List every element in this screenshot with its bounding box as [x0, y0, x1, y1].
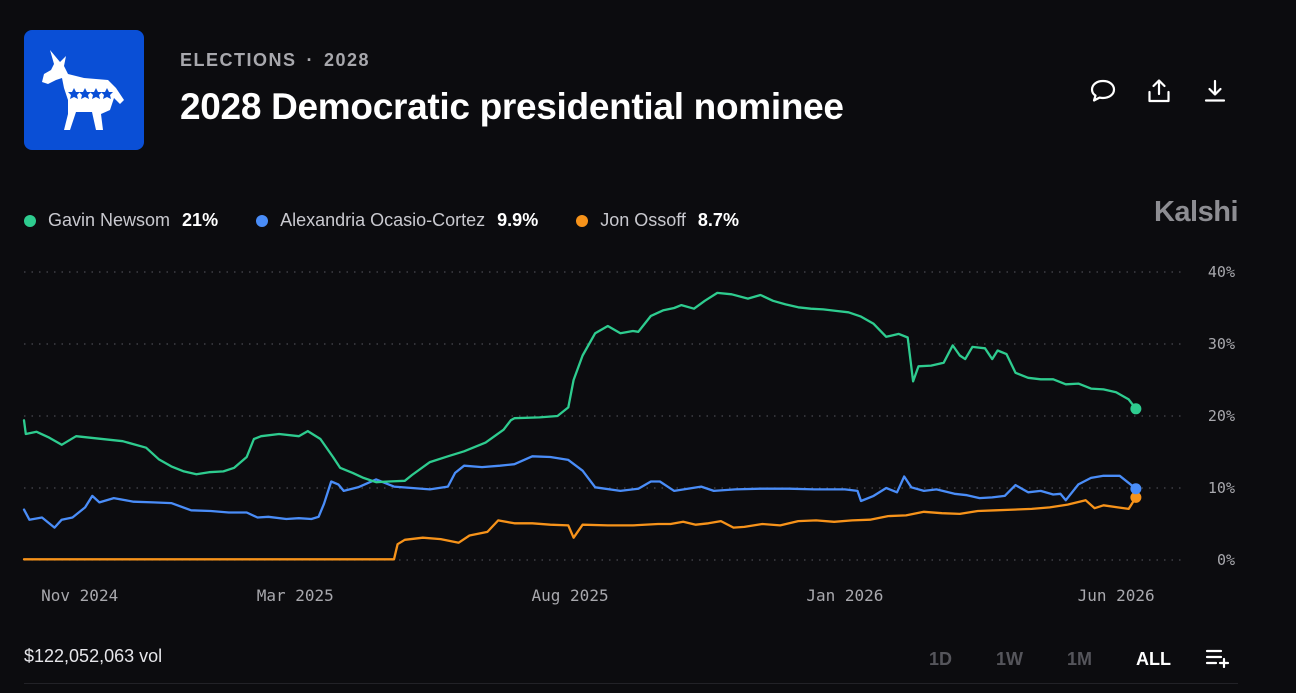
breadcrumb: ELECTIONS · 2028 [180, 50, 370, 71]
legend-item-ocasio-cortez[interactable]: Alexandria Ocasio-Cortez 9.9% [256, 210, 538, 231]
header-actions [1088, 76, 1230, 106]
range-1w-button[interactable]: 1W [996, 649, 1024, 669]
page-title: 2028 Democratic presidential nominee [180, 86, 844, 127]
legend-value: 9.9% [497, 210, 539, 230]
comment-button[interactable] [1088, 76, 1118, 106]
series-end-point [1130, 403, 1142, 415]
democratic-party-logo [24, 30, 144, 150]
chart-legend: Gavin Newsom 21% Alexandria Ocasio-Corte… [24, 210, 777, 231]
legend-value: 8.7% [697, 210, 739, 230]
breadcrumb-category[interactable]: ELECTIONS [180, 50, 297, 70]
x-tick-label: Aug 2025 [532, 586, 609, 605]
legend-item-ossoff[interactable]: Jon Ossoff 8.7% [576, 210, 739, 231]
download-button[interactable] [1200, 76, 1230, 106]
y-tick-label: 40% [1208, 263, 1235, 281]
series-line [22, 455, 1138, 529]
add-to-list-button[interactable] [1205, 646, 1231, 673]
share-icon [1148, 79, 1170, 103]
y-tick-label: 30% [1208, 335, 1235, 353]
series-end-point [1130, 491, 1142, 503]
x-tick-label: Jun 2026 [1078, 586, 1155, 605]
legend-name: Alexandria Ocasio-Cortez [280, 210, 486, 230]
legend-name: Jon Ossoff [600, 210, 686, 230]
price-chart: 0% 10% 20% 30% 40% Nov 2024 Mar 2025 Aug 2025 Ja… [22, 263, 1235, 605]
democratic-donkey-icon [42, 50, 124, 130]
range-1m-button[interactable]: 1M [1067, 649, 1093, 669]
legend-dot [576, 214, 589, 227]
x-tick-label: Nov 2024 [41, 586, 118, 605]
legend-dot [24, 214, 36, 227]
comment-icon [1090, 79, 1116, 102]
breadcrumb-year[interactable]: 2028 [324, 50, 371, 70]
series-line [22, 291, 1138, 484]
legend-item-newsom[interactable]: Gavin Newsom 21% [24, 210, 218, 231]
legend-value: 21% [182, 210, 219, 230]
footer-divider [24, 683, 1238, 684]
volume-label: $122,052,063 vol [24, 646, 163, 666]
legend-dot [256, 214, 269, 227]
kalshi-brand: Kalshi [1153, 196, 1239, 228]
y-tick-label: 0% [1217, 551, 1235, 569]
series-end-point [1130, 483, 1142, 495]
x-tick-label: Jan 2026 [806, 586, 883, 605]
time-range-selector: 1D 1W 1M ALL [929, 646, 1231, 673]
share-button[interactable] [1144, 76, 1174, 106]
add-to-list-icon [1205, 649, 1230, 669]
y-tick-label: 10% [1208, 479, 1235, 497]
breadcrumb-separator: · [306, 50, 315, 70]
x-tick-label: Mar 2025 [257, 586, 334, 605]
y-tick-label: 20% [1208, 407, 1235, 425]
legend-name: Gavin Newsom [48, 210, 171, 230]
range-1d-button[interactable]: 1D [929, 649, 953, 669]
download-icon [1204, 79, 1226, 102]
series-line [22, 496, 1138, 561]
range-all-button[interactable]: ALL [1136, 649, 1172, 669]
